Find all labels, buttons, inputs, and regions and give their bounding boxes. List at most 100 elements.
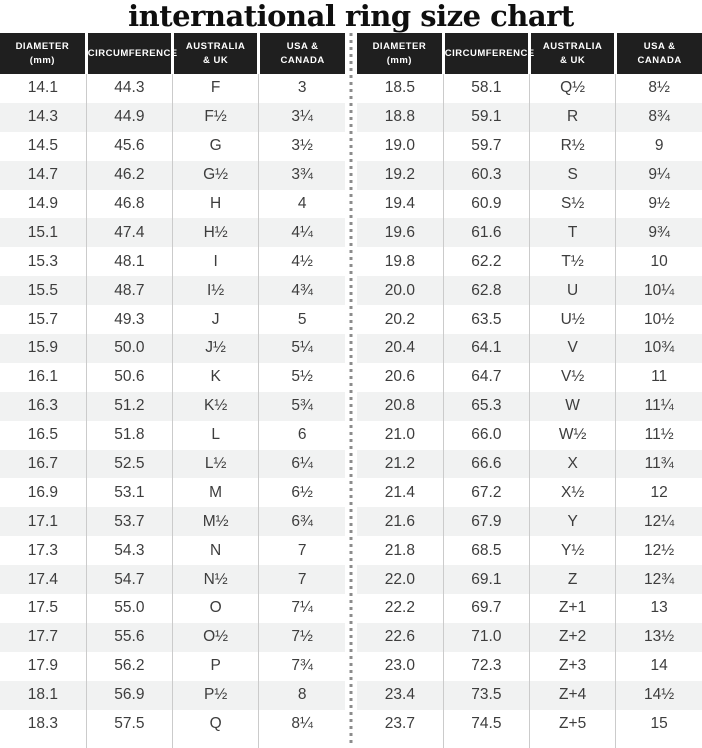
table-cell: 12½ xyxy=(615,536,702,566)
table-cell: 4¼ xyxy=(258,218,345,248)
table-cell: T½ xyxy=(528,247,616,277)
table-cell-empty xyxy=(442,738,530,748)
table-row: 17.4 54.7 N½ 7 xyxy=(0,565,345,595)
table-cell: 51.2 xyxy=(85,391,173,421)
table-bottom-stub xyxy=(357,738,702,748)
table-cell: 69.1 xyxy=(442,565,530,595)
table-cell: 44.3 xyxy=(85,74,173,103)
table-row: 21.6 67.9 Y 12¼ xyxy=(357,507,702,537)
table-cell: 15.1 xyxy=(27,223,58,241)
table-cell: 15.9 xyxy=(27,339,58,357)
table-cell: S½ xyxy=(528,189,616,219)
table-cell: 17.1 xyxy=(27,512,58,530)
table-cell: 66.6 xyxy=(442,449,530,479)
table-cell: 69.7 xyxy=(442,594,530,623)
table-cell: 5½ xyxy=(258,362,345,392)
column-header-diameter: DIAMETER (mm) xyxy=(0,33,87,74)
table-bottom-stub xyxy=(0,738,345,748)
table-cell: 21.0 xyxy=(384,426,415,444)
table-cell: O½ xyxy=(171,622,259,652)
table-cell: 22.2 xyxy=(384,599,415,617)
table-row: 22.6 71.0 Z+2 13½ xyxy=(357,622,702,652)
table-cell: 71.0 xyxy=(442,622,530,652)
table-cell: 23.0 xyxy=(384,657,415,675)
table-cell: 53.7 xyxy=(85,507,173,537)
table-cell: L xyxy=(171,420,259,450)
table-row: 19.2 60.3 S 9¼ xyxy=(357,160,702,190)
table-cell: 4¾ xyxy=(258,276,345,306)
table-row: 21.8 68.5 Y½ 12½ xyxy=(357,536,702,566)
table-cell: 14½ xyxy=(615,680,702,710)
table-cell: Z+3 xyxy=(528,651,616,681)
table-cell: 9¼ xyxy=(615,160,702,190)
table-cell: Z+1 xyxy=(528,594,616,623)
table-cell: 3¾ xyxy=(258,160,345,190)
table-cell-empty xyxy=(357,738,444,748)
column-header-circumference: CIRCUMFERENCE xyxy=(84,33,177,74)
table-row: 19.4 60.9 S½ 9½ xyxy=(357,189,702,219)
table-cell: 22.6 xyxy=(384,628,415,646)
table-cell: 14.9 xyxy=(27,195,58,212)
table-row: 16.1 50.6 K 5½ xyxy=(0,362,345,392)
table-cell: 17.4 xyxy=(27,570,58,588)
table-cell: P xyxy=(171,651,259,681)
table-cell: 8 xyxy=(258,680,345,710)
table-row: 17.1 53.7 M½ 6¾ xyxy=(0,507,345,537)
table-cell: 60.9 xyxy=(442,189,530,219)
table-cell: 20.2 xyxy=(384,310,415,328)
table-cell: W xyxy=(528,391,616,421)
table-cell: 11¾ xyxy=(615,449,702,479)
table-cell: 8½ xyxy=(615,74,702,103)
table-cell: 18.1 xyxy=(27,686,58,704)
table-cell: 17.3 xyxy=(27,541,58,559)
column-header-australia-uk: AUSTRALIA & UK xyxy=(527,33,616,74)
table-cell: 11½ xyxy=(615,420,702,450)
table-cell: R½ xyxy=(528,131,616,161)
table-cell: 19.6 xyxy=(384,223,415,241)
table-cell: 64.1 xyxy=(442,334,530,363)
table-cell: 6¾ xyxy=(258,507,345,537)
table-cell: 61.6 xyxy=(442,218,530,248)
table-cell: Q xyxy=(171,709,259,739)
table-row: 21.0 66.0 W½ 11½ xyxy=(357,420,702,450)
table-row: 21.4 67.2 X½ 12 xyxy=(357,478,702,508)
table-cell: S xyxy=(528,160,616,190)
table-cell: 15.7 xyxy=(27,310,58,328)
table-cell: 5¼ xyxy=(258,334,345,363)
table-cell: 21.4 xyxy=(384,483,415,501)
table-cell: Y½ xyxy=(528,536,616,566)
table-cell: V½ xyxy=(528,362,616,392)
table-cell: 46.8 xyxy=(85,189,173,219)
table-cell: 57.5 xyxy=(85,709,173,739)
table-cell: 14.7 xyxy=(27,166,58,184)
column-header-australia-uk: AUSTRALIA & UK xyxy=(170,33,259,74)
table-row: 14.3 44.9 F½ 3¼ xyxy=(0,102,345,132)
table-row: 15.9 50.0 J½ 5¼ xyxy=(0,334,345,363)
table-cell: 19.4 xyxy=(384,195,415,212)
table-row: 22.2 69.7 Z+1 13 xyxy=(357,594,702,623)
table-cell: 12 xyxy=(615,478,702,508)
table-cell: 16.1 xyxy=(27,368,58,386)
table-cell: 62.8 xyxy=(442,276,530,306)
table-cell: 9½ xyxy=(615,189,702,219)
table-cell: 16.7 xyxy=(27,455,58,473)
table-row: 23.7 74.5 Z+5 15 xyxy=(357,709,702,739)
table-row: 23.4 73.5 Z+4 14½ xyxy=(357,680,702,710)
table-cell: 20.8 xyxy=(384,397,415,415)
table-cell: 6¼ xyxy=(258,449,345,479)
table-cell: Z+5 xyxy=(528,709,616,739)
table-row: 14.1 44.3 F 3 xyxy=(0,74,345,103)
table-cell: 18.5 xyxy=(384,79,415,97)
table-cell: 8¼ xyxy=(258,709,345,739)
table-cell: 6½ xyxy=(258,478,345,508)
table-row: 16.9 53.1 M 6½ xyxy=(0,478,345,508)
table-cell: 20.6 xyxy=(384,368,415,386)
table-cell: F½ xyxy=(171,102,259,132)
table-cell: 51.8 xyxy=(85,420,173,450)
table-cell: 21.2 xyxy=(384,455,415,473)
table-cell: 15.5 xyxy=(27,281,58,299)
table-cell: 7½ xyxy=(258,622,345,652)
table-cell: 22.0 xyxy=(384,570,415,588)
table-cell: 13 xyxy=(615,594,702,623)
table-cell: 46.2 xyxy=(85,160,173,190)
